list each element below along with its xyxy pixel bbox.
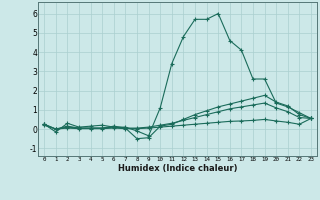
X-axis label: Humidex (Indice chaleur): Humidex (Indice chaleur) bbox=[118, 164, 237, 173]
